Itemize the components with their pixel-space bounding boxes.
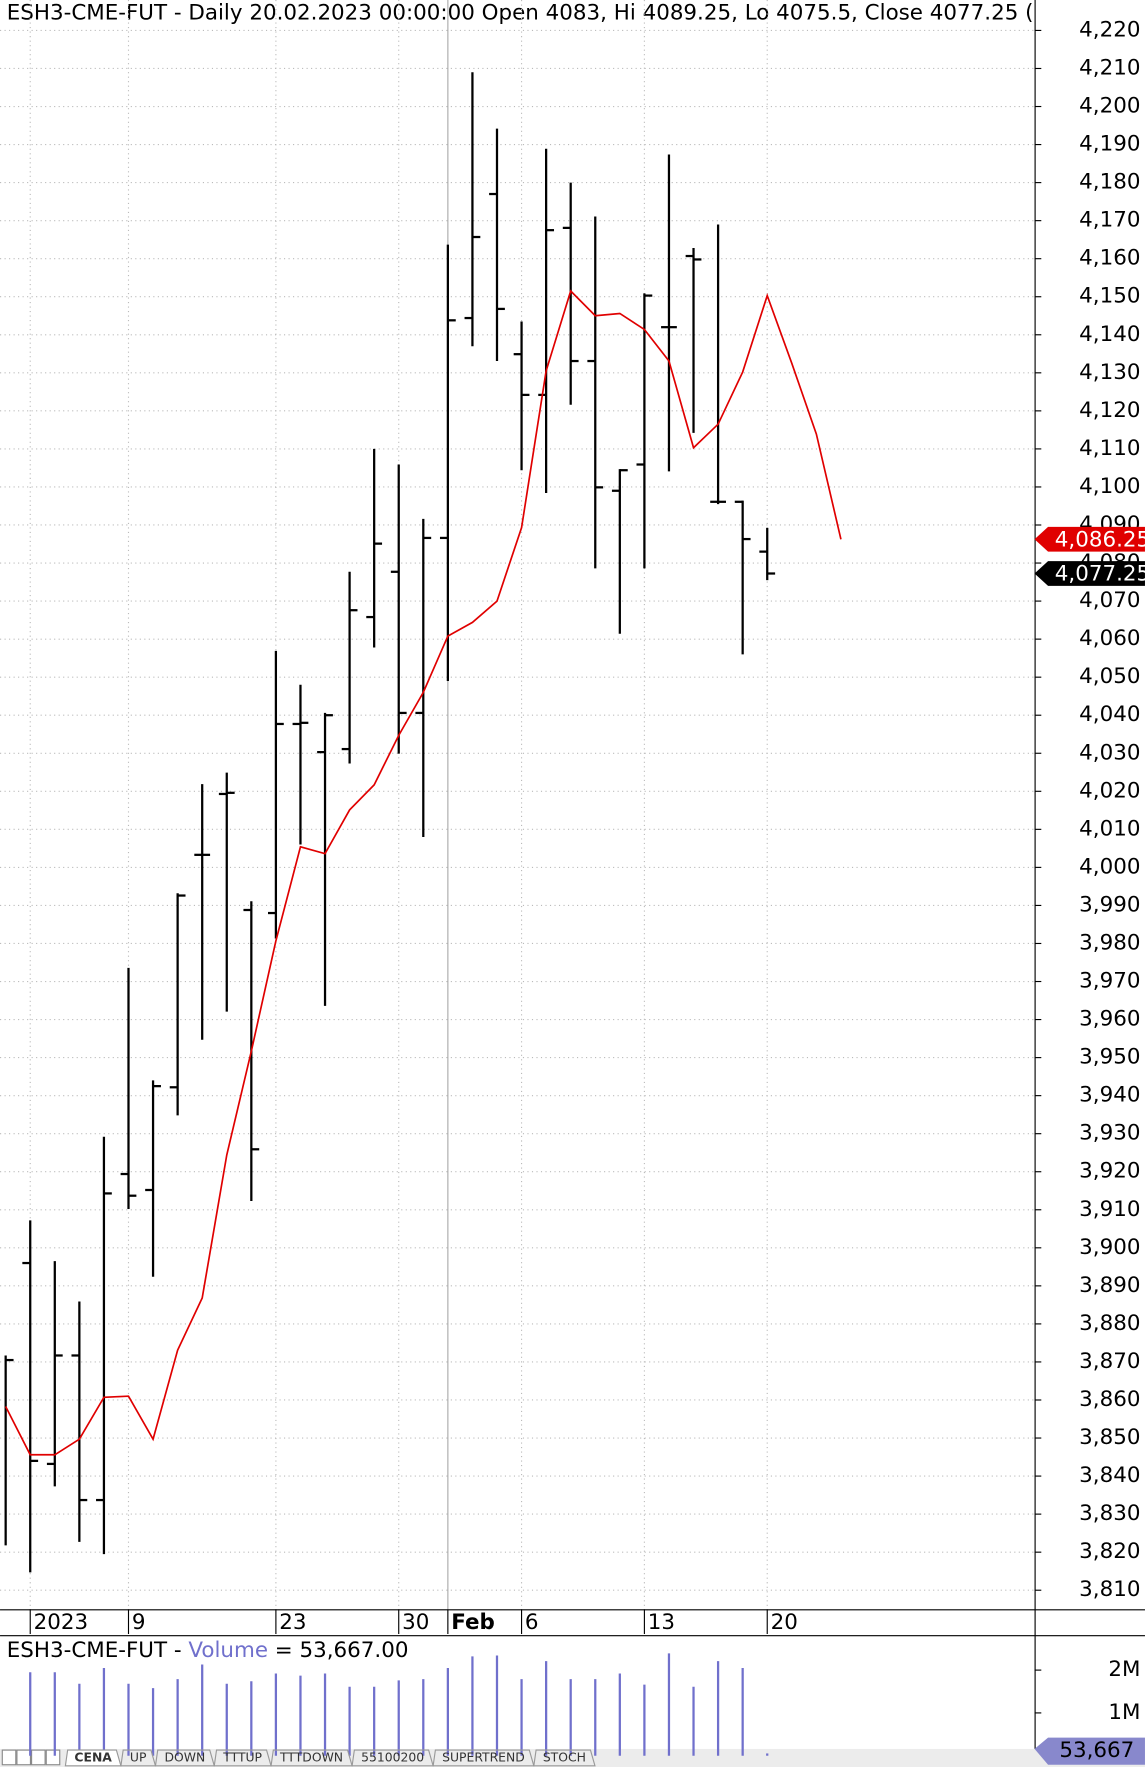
volume-tag <box>1034 1737 1145 1765</box>
y-tick-label: 4,130 <box>1079 360 1140 385</box>
y-tick-label: 3,980 <box>1079 930 1140 955</box>
x-tick-label: 9 <box>132 1610 146 1635</box>
tab-nav[interactable] <box>1 1749 61 1766</box>
x-tick-label: 2023 <box>34 1610 88 1635</box>
y-tick-label: 3,970 <box>1079 969 1140 994</box>
price-tag-label: 4,086.25 <box>1055 527 1145 552</box>
y-tick-label: 4,200 <box>1079 94 1140 119</box>
y-tick-label: 3,820 <box>1079 1539 1140 1564</box>
price-tag-label: 4,077.25 <box>1055 562 1145 587</box>
nav-button[interactable] <box>31 1749 46 1766</box>
y-tick-label: 4,140 <box>1079 322 1140 347</box>
x-tick-label: 13 <box>648 1610 675 1635</box>
y-tick-label: 4,000 <box>1079 854 1140 879</box>
tab-label[interactable]: UP <box>130 1749 147 1764</box>
volume-tick-label: 1M <box>1108 1700 1140 1725</box>
y-tick-label: 3,870 <box>1079 1349 1140 1374</box>
y-tick-label: 3,880 <box>1079 1311 1140 1336</box>
y-tick-label: 3,890 <box>1079 1273 1140 1298</box>
y-tick-label: 4,010 <box>1079 816 1140 841</box>
y-tick-label: 3,810 <box>1079 1577 1140 1602</box>
y-tick-label: 4,210 <box>1079 55 1140 80</box>
price-tag <box>1034 561 1145 586</box>
y-tick-label: 4,170 <box>1079 208 1140 233</box>
y-tick-label: 4,110 <box>1079 436 1140 461</box>
tab-label[interactable]: SUPERTREND <box>442 1749 525 1764</box>
nav-button[interactable] <box>1 1749 17 1766</box>
nav-button[interactable] <box>16 1749 32 1766</box>
tab[interactable] <box>533 1749 596 1767</box>
price-tag <box>1034 526 1145 552</box>
nav-button[interactable] <box>45 1749 61 1766</box>
y-tick-label: 4,190 <box>1079 132 1140 157</box>
y-tick-label: 4,160 <box>1079 246 1140 271</box>
y-tick-label: 3,830 <box>1079 1501 1140 1526</box>
tab-label[interactable]: CENA <box>74 1749 112 1764</box>
y-tick-label: 3,850 <box>1079 1425 1140 1450</box>
y-tick-label: 3,920 <box>1079 1159 1140 1184</box>
x-tick-label: 20 <box>771 1610 798 1635</box>
y-tick-label: 4,060 <box>1079 626 1140 651</box>
y-tick-label: 4,220 <box>1079 17 1140 42</box>
y-tick-label: 3,910 <box>1079 1197 1140 1222</box>
moving-average <box>4 289 842 1456</box>
volume-legend: Volume <box>188 1638 268 1663</box>
y-tick-label: 3,900 <box>1079 1235 1140 1260</box>
y-tick-label: 4,070 <box>1079 588 1140 613</box>
tab-bar <box>0 1748 1145 1767</box>
y-tick-label: 4,120 <box>1079 398 1140 423</box>
y-tick-label: 4,020 <box>1079 778 1140 803</box>
y-tick-label: 3,950 <box>1079 1045 1140 1070</box>
tab-label[interactable]: STOCH <box>543 1749 586 1764</box>
tab-label[interactable]: DOWN <box>164 1749 205 1764</box>
volume-title: ESH3-CME-FUT - Volume = 53,667.00 <box>7 1638 409 1663</box>
y-tick-label: 3,940 <box>1079 1083 1140 1108</box>
y-tick-label: 3,960 <box>1079 1007 1140 1032</box>
y-tick-label: 3,990 <box>1079 892 1140 917</box>
x-tick-label: 30 <box>402 1610 429 1635</box>
chart-title: ESH3-CME-FUT - Daily 20.02.2023 00:00:00… <box>7 1 1034 26</box>
x-tick-label: 23 <box>279 1610 306 1635</box>
y-tick-label: 4,100 <box>1079 474 1140 499</box>
tab-label[interactable]: 55100200 <box>361 1749 424 1764</box>
x-tick-label: 6 <box>525 1610 539 1635</box>
volume-title-prefix: ESH3-CME-FUT - <box>7 1638 189 1663</box>
tab-label[interactable]: TTTDOWN <box>279 1749 343 1764</box>
y-tick-label: 4,040 <box>1079 702 1140 727</box>
y-tick-label: 4,150 <box>1079 284 1140 309</box>
tab-label[interactable]: TTTUP <box>222 1749 262 1764</box>
volume-tag-label: 53,667 <box>1059 1738 1134 1763</box>
x-tick-label: Feb <box>451 1610 495 1635</box>
volume-title-suffix: = 53,667.00 <box>275 1638 409 1663</box>
y-tick-label: 4,030 <box>1079 740 1140 765</box>
y-tick-label: 3,860 <box>1079 1387 1140 1412</box>
y-tick-label: 4,180 <box>1079 170 1140 195</box>
y-tick-label: 4,050 <box>1079 664 1140 689</box>
volume-tick-label: 2M <box>1108 1657 1140 1682</box>
y-tick-label: 3,840 <box>1079 1463 1140 1488</box>
y-tick-label: 3,930 <box>1079 1121 1140 1146</box>
